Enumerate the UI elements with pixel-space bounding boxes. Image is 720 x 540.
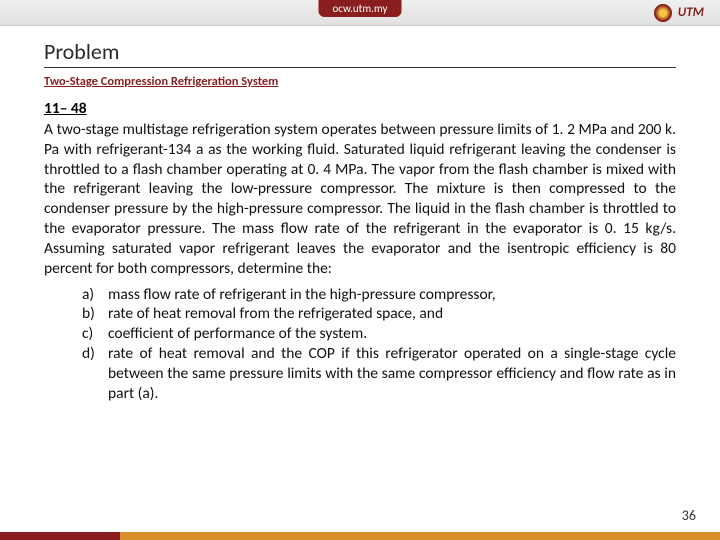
list-item: c) coefficient of performance of the sys… <box>82 324 676 344</box>
list-item-text: mass flow rate of refrigerant in the hig… <box>108 285 676 305</box>
slide-content: Problem Two-Stage Compression Refrigerat… <box>0 26 720 404</box>
list-item-label: a) <box>82 285 108 305</box>
banner-site-label: ocw.utm.my <box>319 0 402 17</box>
utm-logo-text: UTM <box>678 5 704 20</box>
footer-accent <box>0 532 120 540</box>
list-item-label: d) <box>82 344 108 403</box>
top-banner: ocw.utm.my UTM <box>0 0 720 26</box>
page-number: 36 <box>682 507 696 524</box>
list-item-text: rate of heat removal from the refrigerat… <box>108 304 676 324</box>
list-item-text: coefficient of performance of the system… <box>108 324 676 344</box>
question-list: a) mass flow rate of refrigerant in the … <box>44 285 676 404</box>
problem-number: 11– 48 <box>44 99 676 118</box>
list-item: d) rate of heat removal and the COP if t… <box>82 344 676 403</box>
list-item: b) rate of heat removal from the refrige… <box>82 304 676 324</box>
list-item-text: rate of heat removal and the COP if this… <box>108 344 676 403</box>
list-item-label: c) <box>82 324 108 344</box>
page-title: Problem <box>44 38 676 68</box>
banner-right-group: UTM <box>654 4 704 22</box>
utm-logo-icon <box>654 4 672 22</box>
section-subtitle: Two-Stage Compression Refrigeration Syst… <box>44 74 676 89</box>
list-item-label: b) <box>82 304 108 324</box>
problem-body: A two-stage multistage refrigeration sys… <box>44 120 676 279</box>
list-item: a) mass flow rate of refrigerant in the … <box>82 285 676 305</box>
